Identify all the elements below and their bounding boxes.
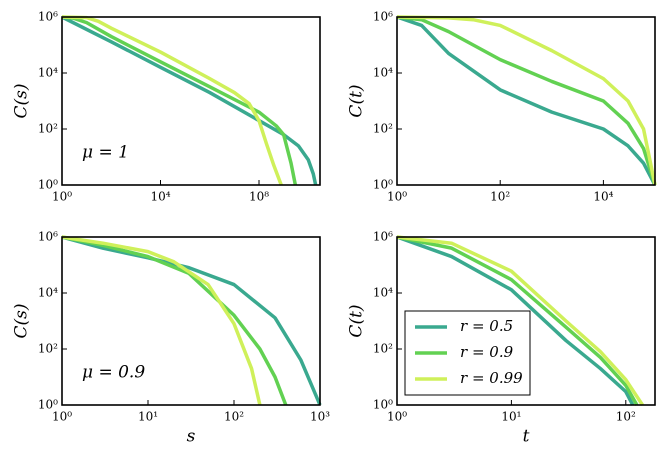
y-axis-label: C(s)	[12, 304, 32, 339]
series-line	[396, 235, 639, 406]
series-line	[61, 15, 298, 186]
panel: 10⁰ 10¹ 10² 10³ 10⁰ 10² 10⁴ 10⁶ C(s) s μ = 0.9	[12, 230, 331, 447]
x-tick-label: 10⁴	[150, 190, 170, 204]
y-tick-label: 10⁶	[38, 10, 58, 24]
x-tick-label: 10⁴	[593, 190, 613, 204]
y-axis-label: C(t)	[347, 304, 367, 337]
y-tick-label: 10²	[373, 122, 393, 136]
axes-frame	[61, 16, 321, 186]
series-line	[61, 235, 322, 406]
y-tick-label: 10⁶	[38, 230, 58, 244]
panel: 10⁰ 10² 10⁴ 10⁰ 10² 10⁴ 10⁶ C(t)	[347, 10, 657, 204]
y-tick-label: 10⁰	[373, 398, 393, 412]
y-tick-label: 10²	[38, 342, 58, 356]
panel: 10⁰ 10¹ 10² 10⁰ 10² 10⁴ 10⁶ C(t) t r = 0.5 r = 0.9…	[347, 230, 656, 447]
y-tick-label: 10⁴	[373, 286, 393, 300]
axes-frame	[396, 16, 656, 186]
series-line	[61, 235, 262, 406]
series-line	[396, 15, 657, 186]
x-tick-label: 10⁸	[249, 190, 269, 204]
annotation: μ = 1	[82, 143, 129, 163]
x-tick-label: 10²	[616, 410, 636, 424]
x-axis-label: s	[187, 427, 196, 447]
y-tick-label: 10⁴	[38, 66, 58, 80]
y-tick-label: 10²	[373, 342, 393, 356]
x-tick-label: 10⁰	[52, 410, 72, 424]
y-tick-label: 10⁶	[373, 230, 393, 244]
legend-label: r = 0.5	[460, 317, 513, 335]
panel: 10⁰ 10⁴ 10⁸ 10⁰ 10² 10⁴ 10⁶ C(s) μ = 1	[12, 10, 321, 204]
series-line	[396, 15, 657, 186]
x-tick-label: 10⁰	[52, 190, 72, 204]
x-tick-label: 10³	[310, 410, 330, 424]
series-line	[396, 15, 657, 186]
y-tick-label: 10⁰	[373, 178, 393, 192]
legend-label: r = 0.99	[460, 369, 523, 387]
annotation: μ = 0.9	[82, 363, 145, 383]
series-line	[396, 235, 644, 406]
series-line	[396, 235, 635, 406]
x-tick-label: 10²	[490, 190, 510, 204]
y-tick-label: 10⁴	[373, 66, 393, 80]
series-line	[61, 235, 288, 406]
y-tick-label: 10⁶	[373, 10, 393, 24]
y-axis-label: C(t)	[347, 84, 367, 117]
series-line	[61, 15, 318, 186]
x-tick-label: 10⁰	[387, 410, 407, 424]
y-tick-label: 10⁰	[38, 178, 58, 192]
y-axis-label: C(s)	[12, 84, 32, 119]
x-tick-label: 10¹	[138, 410, 158, 424]
axes-frame	[396, 236, 656, 406]
series-line	[61, 15, 283, 186]
y-tick-label: 10⁰	[38, 398, 58, 412]
x-tick-label: 10²	[224, 410, 244, 424]
legend-label: r = 0.9	[460, 343, 514, 361]
x-tick-label: 10¹	[501, 410, 521, 424]
y-tick-label: 10⁴	[38, 286, 58, 300]
y-tick-label: 10²	[38, 122, 58, 136]
axes-frame	[61, 236, 321, 406]
x-tick-label: 10⁰	[387, 190, 407, 204]
x-axis-label: t	[523, 427, 530, 447]
